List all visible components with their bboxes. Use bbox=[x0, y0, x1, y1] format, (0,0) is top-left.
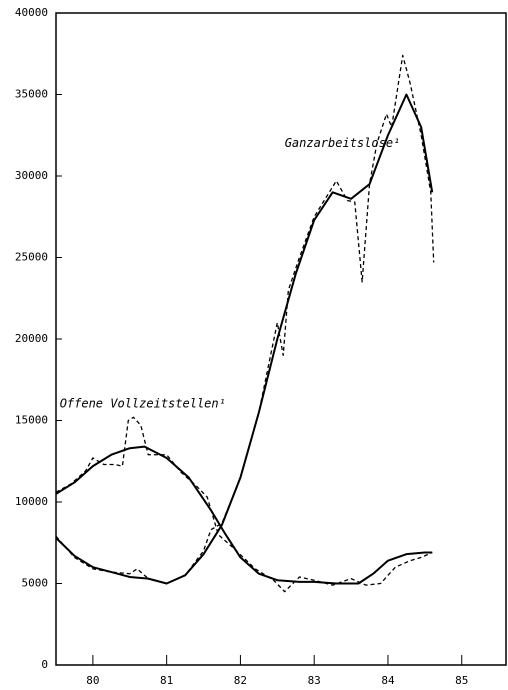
x-tick-label: 84 bbox=[381, 674, 395, 687]
x-tick-label: 85 bbox=[455, 674, 468, 687]
x-tick-label: 80 bbox=[86, 674, 99, 687]
y-tick-label: 0 bbox=[41, 658, 48, 671]
series-line bbox=[55, 445, 433, 585]
y-tick-label: 40000 bbox=[15, 6, 48, 19]
series-line bbox=[55, 93, 434, 585]
y-tick-label: 20000 bbox=[15, 332, 48, 345]
series-line bbox=[55, 54, 435, 585]
annotation: Offene Vollzeitstellen¹ bbox=[60, 397, 226, 411]
series-line bbox=[55, 416, 433, 593]
y-tick-label: 5000 bbox=[22, 577, 49, 590]
y-tick-label: 25000 bbox=[15, 251, 48, 264]
x-tick-label: 81 bbox=[160, 674, 173, 687]
annotation: Ganzarbeitslose¹ bbox=[285, 136, 401, 150]
x-tick-label: 82 bbox=[234, 674, 247, 687]
x-tick-label: 83 bbox=[308, 674, 321, 687]
y-tick-label: 15000 bbox=[15, 414, 48, 427]
y-tick-label: 10000 bbox=[15, 495, 48, 508]
y-tick-label: 30000 bbox=[15, 169, 48, 182]
plot-frame bbox=[55, 12, 507, 666]
y-tick-label: 35000 bbox=[15, 88, 48, 101]
